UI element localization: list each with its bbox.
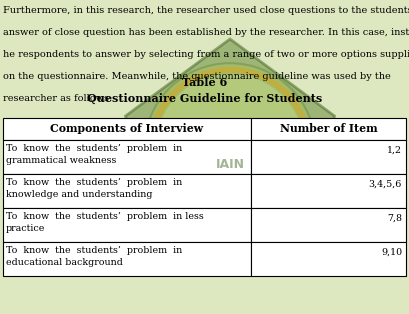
- Text: Components of Interview: Components of Interview: [50, 123, 204, 134]
- Text: on the questionnaire. Meanwhile, the questionnaire guideline was used by the: on the questionnaire. Meanwhile, the que…: [3, 72, 391, 81]
- Text: he respondents to answer by selecting from a range of two or more options suppli: he respondents to answer by selecting fr…: [3, 50, 409, 59]
- Text: To  know  the  students’  problem  in
knowledge and understanding: To know the students’ problem in knowled…: [6, 178, 182, 199]
- Bar: [3, 118, 251, 140]
- Bar: [3, 208, 251, 242]
- Text: To  know  the  students’  problem  in
educational background: To know the students’ problem in educati…: [6, 246, 182, 267]
- Text: Number of Item: Number of Item: [280, 123, 377, 134]
- Bar: [251, 140, 406, 174]
- Bar: [3, 174, 251, 208]
- Text: answer of close question has been established by the researcher. In this case, i: answer of close question has been establ…: [3, 28, 409, 37]
- Bar: [251, 208, 406, 242]
- Text: Questionnaire Guideline for Students: Questionnaire Guideline for Students: [87, 93, 322, 104]
- Text: 9,10: 9,10: [381, 248, 402, 257]
- Bar: [251, 242, 406, 276]
- Text: Furthermore, in this research, the researcher used close questions to the studen: Furthermore, in this research, the resea…: [3, 6, 409, 15]
- Bar: [3, 242, 251, 276]
- Bar: [251, 174, 406, 208]
- Polygon shape: [126, 39, 335, 242]
- Text: IAIN: IAIN: [216, 158, 245, 171]
- Bar: [3, 140, 251, 174]
- Text: 3,4,5,6: 3,4,5,6: [369, 180, 402, 189]
- Text: 7,8: 7,8: [387, 214, 402, 223]
- Circle shape: [144, 63, 316, 235]
- Text: To  know  the  students’  problem  in
grammatical weakness: To know the students’ problem in grammat…: [6, 144, 182, 165]
- Text: Table 6: Table 6: [182, 77, 227, 88]
- Circle shape: [155, 74, 305, 224]
- Text: To  know  the  students’  problem  in less
practice: To know the students’ problem in less pr…: [6, 212, 204, 233]
- Text: 1,2: 1,2: [387, 146, 402, 155]
- Text: researcher as follows:: researcher as follows:: [3, 94, 112, 103]
- Bar: [251, 118, 406, 140]
